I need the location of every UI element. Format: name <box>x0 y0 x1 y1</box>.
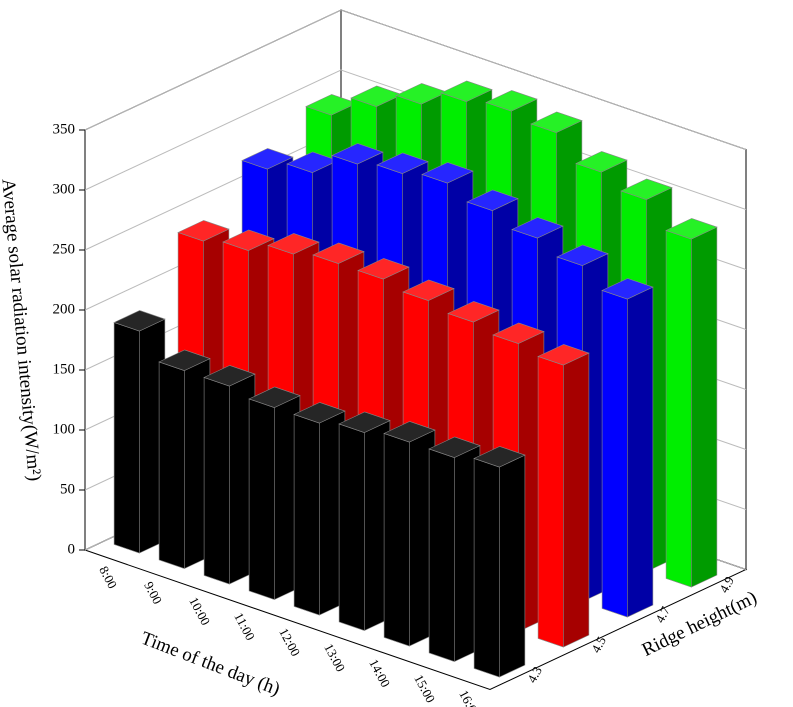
bar-top <box>665 218 718 240</box>
y-tick-label: 250 <box>53 241 76 257</box>
x-tick-label: 9:00 <box>141 579 165 606</box>
bar <box>113 310 166 554</box>
bar <box>601 278 654 618</box>
bar-top <box>537 344 590 366</box>
bar-top <box>267 233 320 255</box>
bar-top <box>421 162 474 184</box>
bar-top <box>312 242 365 264</box>
bar-front <box>338 423 365 632</box>
bar-front <box>537 355 564 648</box>
bar-top <box>248 386 301 408</box>
bar-front <box>203 376 230 585</box>
bar-top <box>177 220 230 242</box>
y-tick-label: 300 <box>53 181 76 197</box>
y-tick-label: 200 <box>53 301 76 317</box>
legend-label: 4.5 <box>588 634 609 655</box>
bar <box>248 386 301 601</box>
x-axis-title: Time of the day (h) <box>138 628 283 700</box>
bar-top <box>601 278 654 300</box>
bar-top <box>222 229 275 251</box>
bar <box>428 436 481 663</box>
legend-label: 4.9 <box>716 574 737 595</box>
x-tick-label: 10:00 <box>186 595 213 628</box>
bar-top <box>357 258 410 280</box>
bar-top <box>556 244 609 266</box>
z-axis-title: Ridge height(m) <box>639 587 761 661</box>
bar <box>338 411 391 632</box>
bar-top <box>447 301 500 323</box>
x-tick-label: 13:00 <box>321 641 348 674</box>
bar-top <box>620 178 673 200</box>
bar <box>383 421 436 647</box>
bar <box>293 402 346 616</box>
x-tick-label: 8:00 <box>96 564 120 591</box>
bar-top <box>113 310 166 332</box>
bar-front <box>428 448 455 663</box>
x-tick-label: 16:00 <box>456 688 483 707</box>
bar-top <box>428 436 481 458</box>
bar-top <box>492 322 545 344</box>
y-tick-label: 0 <box>68 541 76 557</box>
bar-top <box>402 279 455 301</box>
bar-front <box>665 229 692 588</box>
bar-top <box>511 217 564 239</box>
y-axis-title: Average solar radiation intensity(W/m²) <box>0 178 45 482</box>
bar-front <box>158 361 185 570</box>
legend-label: 4.7 <box>652 603 673 625</box>
bar-side <box>690 226 718 588</box>
y-tick-label: 350 <box>53 121 76 137</box>
bar <box>473 446 526 678</box>
x-tick-label: 14:00 <box>366 657 393 690</box>
y-tick-label: 150 <box>53 361 76 377</box>
bar-top <box>440 80 493 102</box>
bar-top <box>338 411 391 433</box>
bar-top <box>376 152 429 174</box>
y-tick-label: 100 <box>53 421 76 437</box>
bar-top <box>331 143 384 165</box>
x-tick-label: 11:00 <box>231 610 258 643</box>
bar-top <box>473 446 526 468</box>
grid-line <box>84 9 747 150</box>
legend-label: 4.3 <box>524 664 545 685</box>
bar-top <box>158 349 211 371</box>
x-tick-label: 15:00 <box>411 672 438 705</box>
bar-top <box>530 111 583 133</box>
bar <box>665 218 718 588</box>
bar-top <box>383 421 436 443</box>
bar-top <box>466 189 519 211</box>
bar-top <box>485 90 538 112</box>
y-tick-label: 50 <box>60 481 75 497</box>
x-tick-label: 12:00 <box>276 626 303 659</box>
bar-top <box>203 365 256 387</box>
bar-top <box>575 151 628 173</box>
bar <box>158 349 211 570</box>
bar-side <box>498 454 526 678</box>
bar-front <box>601 289 628 618</box>
bar-front <box>293 413 320 616</box>
bar <box>537 344 590 648</box>
bar-top <box>241 148 294 170</box>
bar-side <box>626 286 654 618</box>
bar-top <box>293 402 346 424</box>
bar-front <box>473 457 500 678</box>
bar-front <box>113 321 140 554</box>
bar <box>203 365 256 585</box>
bar-front <box>248 398 275 601</box>
bar-front <box>383 432 410 647</box>
bar-side <box>562 352 590 648</box>
